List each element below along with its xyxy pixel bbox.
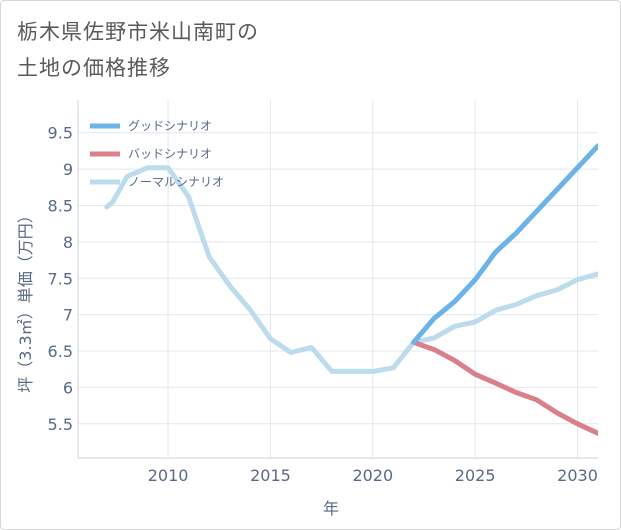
series-line-2: [411, 339, 598, 436]
y-tick-labels: 5.5 6 6.5 7 7.5 8 8.5 9 9.5: [48, 124, 73, 434]
y-tick-label: 9.5: [48, 124, 73, 143]
chart-title-line-1: 栃木県佐野市米山南町の: [17, 20, 259, 44]
series-line-3: [104, 165, 598, 374]
y-tick-label: 8: [63, 233, 73, 252]
x-tick-label: 2020: [352, 466, 393, 485]
x-axis-title: 年: [323, 499, 339, 518]
x-tick-label: 2025: [455, 466, 496, 485]
y-axis-title: 坪（3.3㎡）単価（万円）: [16, 207, 35, 392]
y-tick-label: 7: [63, 306, 73, 325]
x-tick-label: 2010: [148, 466, 189, 485]
legend-label: グッドシナリオ: [128, 119, 212, 133]
y-tick-label: 5.5: [48, 415, 73, 434]
chart-title-line-2: 土地の価格推移: [17, 56, 171, 80]
chart-title: 栃木県佐野市米山南町の 土地の価格推移: [17, 14, 259, 86]
y-tick-label: 6.5: [48, 342, 73, 361]
legend-label: ノーマルシナリオ: [128, 175, 224, 189]
series-lines: [104, 143, 598, 436]
legend-label: バッドシナリオ: [128, 147, 212, 161]
series-line-1: [411, 143, 598, 345]
x-tick-label: 2015: [250, 466, 291, 485]
y-tick-label: 6: [63, 378, 73, 397]
axes: [77, 100, 598, 459]
y-tick-label: 9: [63, 160, 73, 179]
x-tick-label: 2030: [557, 466, 598, 485]
x-tick-labels: 2010 2015 2020 2025 2030: [148, 466, 598, 485]
y-tick-label: 7.5: [48, 269, 73, 288]
y-tick-label: 8.5: [48, 197, 73, 216]
